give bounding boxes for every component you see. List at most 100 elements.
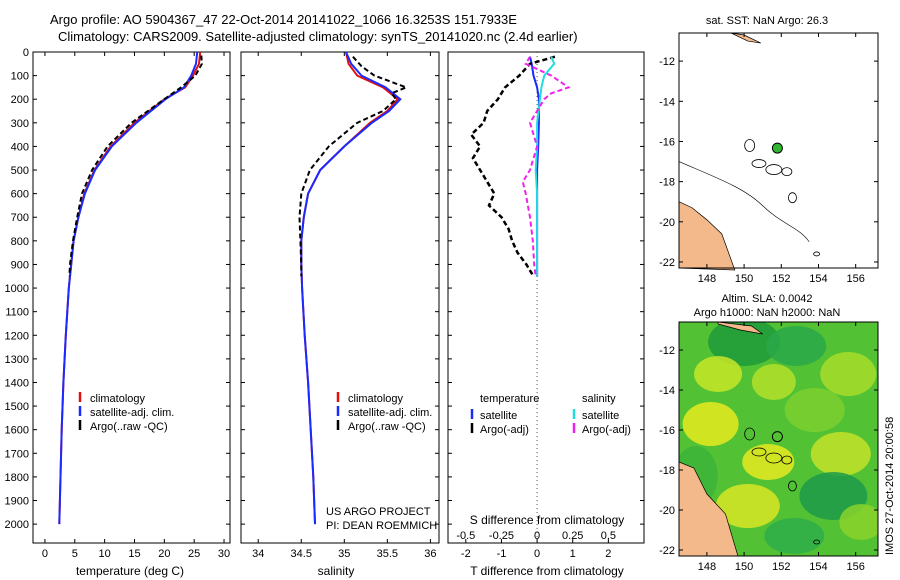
difference-panel: -2 -1 0 1 2 -0.5 -0.25 0 0.25 0.5 temperature salin… (447, 51, 645, 560)
x-tick-label: 0 (534, 548, 540, 560)
x-tick-label-s: -0.25 (489, 530, 514, 542)
legend-label: satellite (480, 410, 517, 422)
y-tick-label: 700 (11, 212, 29, 224)
difference-xlabel-s: S difference from climatology (470, 513, 625, 527)
sla-anomaly-patch (820, 352, 877, 396)
sla-anomaly-patch (766, 326, 827, 366)
y-tick-label: -18 (659, 177, 675, 189)
legend-label: satellite-adj. clim. (90, 407, 174, 419)
y-tick-label: 900 (11, 259, 29, 271)
y-tick-label: 2000 (5, 519, 29, 531)
reef-outline (788, 480, 797, 492)
plot-frame (240, 51, 440, 544)
series-line-satelliteadjclim (58, 51, 199, 525)
y-tick-label: 1900 (5, 496, 29, 508)
sla-anomaly-patch (694, 356, 743, 392)
legend-label: Argo(..raw -QC) (90, 421, 168, 433)
plot-frame (32, 51, 231, 544)
temperature-panel: 0100200300400500600700800900100011001200… (5, 47, 231, 560)
y-tick-label: -14 (659, 385, 675, 397)
reef-outline (765, 164, 783, 175)
reef-outline (744, 427, 756, 441)
sla-anomaly-patch (810, 432, 871, 476)
x-tick-label: 156 (847, 273, 865, 285)
map-frame (678, 321, 879, 557)
salinity-annotation-line-1: US ARGO PROJECT (326, 506, 431, 518)
reef-outline (781, 455, 793, 465)
x-tick-label: 34.5 (291, 548, 312, 560)
x-tick-label: -1 (497, 548, 507, 560)
series-line-climatology (58, 51, 202, 525)
sla-map-title-1: Altim. SLA: 0.0042 (721, 293, 812, 305)
y-tick-label: 600 (11, 189, 29, 201)
x-tick-label: 2 (605, 548, 611, 560)
x-tick-label-s: 0.5 (601, 530, 616, 542)
sla-map: 148 150 152 154 156 -12 -14 -16 -18 -20 -22 (659, 321, 879, 573)
reef-outline (751, 159, 767, 168)
argo-position-marker (771, 142, 783, 154)
y-tick-label: -16 (659, 136, 675, 148)
temperature-xlabel: temperature (deg C) (76, 564, 184, 578)
sla-anomaly-patch (784, 388, 845, 432)
y-tick-label: 1100 (5, 307, 29, 319)
y-tick-label: 800 (11, 236, 29, 248)
x-tick-label: 20 (158, 548, 170, 560)
x-tick-label: 0 (42, 548, 48, 560)
reef-outline (781, 167, 793, 176)
sla-anomaly-patch (764, 518, 825, 554)
legend-header-temperature: temperature (480, 393, 539, 405)
y-tick-label: 100 (11, 71, 29, 83)
y-tick-label: -12 (659, 56, 675, 68)
title-line-2: Climatology: CARS2009. Satellite-adjuste… (58, 29, 578, 44)
difference-xlabel-t: T difference from climatology (470, 564, 624, 578)
map-frame (678, 32, 879, 269)
y-tick-label: 1000 (5, 283, 29, 295)
series-line-satelliteadjclim (300, 51, 402, 525)
y-tick-label: 0 (23, 47, 29, 59)
y-tick-label: 1800 (5, 472, 29, 484)
land-png (730, 32, 761, 44)
x-tick-label: 35 (338, 548, 350, 560)
sla-field (679, 322, 878, 556)
series-line-targoadj (469, 55, 556, 277)
legend-label: satellite (582, 410, 619, 422)
x-tick-label: 10 (99, 548, 111, 560)
land-australia (679, 461, 739, 556)
x-tick-label-s: -0.5 (456, 530, 475, 542)
imos-stamp: IMOS 27-Oct-2014 20:00:58 (884, 417, 896, 555)
x-tick-label: 148 (698, 273, 716, 285)
salinity-xlabel: salinity (318, 564, 355, 578)
reef-outline (813, 251, 821, 257)
y-tick-label: -22 (659, 257, 675, 269)
reef-outline (751, 447, 767, 457)
legend-label: Argo(-adj) (480, 424, 529, 436)
legend-label: Argo(..raw -QC) (348, 421, 426, 433)
sla-anomaly-patch (682, 402, 739, 446)
y-tick-label: 1700 (5, 448, 29, 460)
x-tick-label: 150 (735, 561, 753, 573)
y-tick-label: 400 (11, 141, 29, 153)
y-tick-label: 300 (11, 118, 29, 130)
sst-map-title: sat. SST: NaN Argo: 26.3 (706, 15, 828, 27)
legend-label: climatology (90, 393, 146, 405)
series-line-climatology (300, 51, 400, 525)
y-tick-label: 1300 (5, 354, 29, 366)
x-tick-label: 1 (570, 548, 576, 560)
legend-header-salinity: salinity (582, 393, 616, 405)
y-tick-label: 500 (11, 165, 29, 177)
y-tick-label: -18 (659, 465, 675, 477)
reef-outline (813, 539, 821, 545)
y-tick-label: -20 (659, 505, 675, 517)
y-tick-label: -12 (659, 345, 675, 357)
reef-outline (765, 452, 783, 464)
y-tick-label: 1500 (5, 401, 29, 413)
reef-outline (788, 192, 797, 204)
x-tick-label: 15 (128, 548, 140, 560)
title-line-1: Argo profile: AO 5904367_47 22-Oct-2014 … (50, 12, 517, 27)
y-tick-label: -20 (659, 217, 675, 229)
x-tick-label: 5 (72, 548, 78, 560)
x-tick-label: 34 (252, 548, 264, 560)
x-tick-label-s: 0 (534, 530, 540, 542)
isobath-line (678, 161, 810, 243)
x-tick-label: 150 (735, 273, 753, 285)
